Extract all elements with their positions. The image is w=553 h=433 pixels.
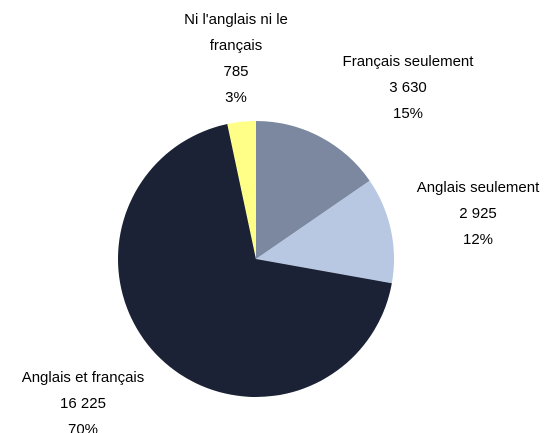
- pie-slice: [256, 180, 394, 284]
- slice-label: Ni l'anglais ni le français 785 3%: [169, 7, 304, 111]
- slice-label: Français seulement 3 630 15%: [308, 49, 508, 127]
- pie-slice: [227, 121, 256, 259]
- category-label: Français seulement: [342, 53, 474, 70]
- value-label: 785: [223, 63, 249, 80]
- value-label: 3 630: [389, 79, 427, 96]
- category-label: Anglais seulement: [416, 179, 540, 196]
- value-label: 2 925: [459, 205, 497, 222]
- pie-slice: [117, 124, 392, 397]
- percent-label: 70%: [67, 421, 99, 433]
- percent-label: 12%: [462, 231, 494, 248]
- slice-label: Anglais seulement 2 925 12%: [393, 175, 553, 253]
- percent-label: 3%: [225, 89, 247, 106]
- pie-slice: [256, 121, 370, 259]
- percent-label: 15%: [392, 105, 424, 122]
- slice-label: Anglais et français 16 225 70%: [0, 365, 168, 433]
- category-label: Ni l'anglais ni le français: [184, 11, 288, 54]
- category-label: Anglais et français: [21, 369, 145, 386]
- value-label: 16 225: [60, 395, 106, 412]
